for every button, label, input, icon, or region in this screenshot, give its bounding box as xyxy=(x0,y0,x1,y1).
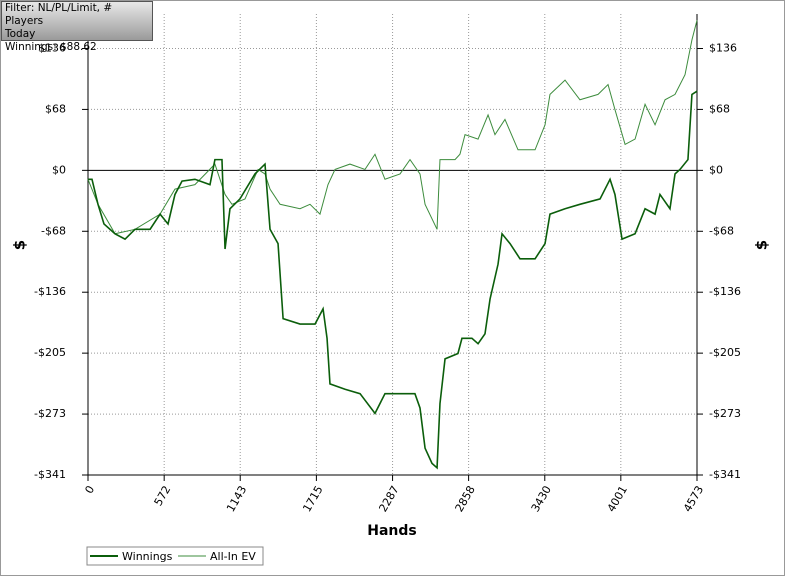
y-tick-label: $136 xyxy=(38,41,66,54)
y2-tick-label: $68 xyxy=(709,102,730,115)
series-line xyxy=(87,20,698,235)
x-tick-label: 0 xyxy=(82,484,97,497)
y2-tick-label: -$136 xyxy=(709,285,741,298)
y-axis-title: $ xyxy=(11,240,29,250)
y-tick-label: $0 xyxy=(52,163,66,176)
y-tick-label: -$205 xyxy=(34,346,66,359)
legend-label: All-In EV xyxy=(210,550,256,563)
y-tick-label: $68 xyxy=(45,102,66,115)
y2-tick-label: -$273 xyxy=(709,407,741,420)
legend-label: Winnings xyxy=(122,550,173,563)
x-tick-label: 1143 xyxy=(224,484,249,515)
series-line xyxy=(88,90,698,470)
y2-tick-label: $136 xyxy=(709,41,737,54)
y-tick-label: -$136 xyxy=(34,285,66,298)
y2-tick-label: -$341 xyxy=(709,468,741,481)
filter-info: Filter: NL/PL/Limit, # Players Today Win… xyxy=(1,1,153,53)
y2-tick-label: -$68 xyxy=(709,224,734,237)
legend xyxy=(86,546,264,566)
x-tick-label: 4001 xyxy=(605,484,630,515)
x-tick-label: 572 xyxy=(152,484,174,509)
x-tick-label: 4573 xyxy=(681,484,706,515)
winnings-text: Winnings: $88.62 xyxy=(5,41,97,53)
y2-tick-label: $0 xyxy=(709,163,723,176)
period-text: Today xyxy=(5,28,36,40)
y-tick-label: -$341 xyxy=(34,468,66,481)
y2-tick-label: -$205 xyxy=(709,346,741,359)
x-axis-title: Hands xyxy=(367,523,417,539)
x-tick-label: 1715 xyxy=(300,484,325,515)
filter-text: Filter: NL/PL/Limit, # Players xyxy=(5,2,113,27)
x-tick-label: 2287 xyxy=(377,484,402,515)
y-tick-label: -$273 xyxy=(34,407,66,420)
y2-axis-title: $ xyxy=(753,240,771,250)
x-tick-label: 2858 xyxy=(453,484,478,515)
y-tick-label: -$68 xyxy=(41,224,66,237)
x-tick-label: 3430 xyxy=(529,484,554,515)
